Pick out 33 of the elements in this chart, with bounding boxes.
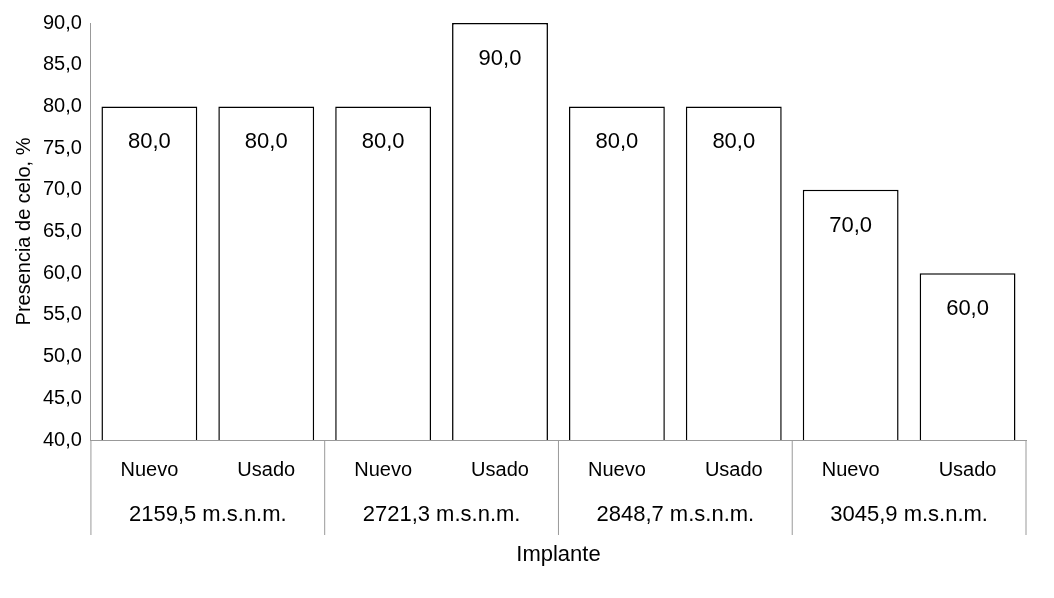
data-label: 60,0 [946, 295, 989, 321]
y-tick-label: 80,0 [42, 93, 82, 116]
x-tick-label: Usado [704, 457, 763, 480]
y-tick-label: 60,0 [42, 260, 82, 283]
x-axis-title: Implante [516, 541, 601, 567]
y-tick-label: 55,0 [42, 302, 82, 325]
y-tick-label: 75,0 [42, 135, 82, 158]
text: 2159,5 m.s.n.m. [128, 501, 287, 527]
text: 2848,7 m.s.n.m. [596, 501, 755, 527]
data-label: 80,0 [244, 128, 288, 154]
data-label: 80,0 [595, 128, 639, 154]
text: 2721,3 m.s.n.m. [362, 501, 521, 527]
x-tick-label: Nuevo [588, 457, 646, 480]
y-tick-label: 65,0 [42, 219, 82, 242]
y-tick-label: 50,0 [42, 344, 82, 367]
x-tick-label: Nuevo [120, 457, 179, 480]
x-tick-label: Usado [471, 457, 529, 480]
y-tick-label: 70,0 [42, 177, 82, 200]
text: 3045,9 m.s.n.m. [830, 501, 988, 527]
y-axis-title: Presencia de celo, % [11, 137, 34, 326]
y-tick-label: 90,0 [42, 10, 82, 33]
y-tick-label: 40,0 [42, 427, 82, 450]
y-tick-label: 85,0 [42, 52, 82, 75]
data-label: 80,0 [712, 128, 756, 154]
x-tick-label: Nuevo [821, 457, 880, 480]
data-label: 80,0 [127, 128, 171, 154]
x-tick-label: Usado [938, 457, 997, 480]
data-label: 70,0 [829, 211, 873, 237]
x-tick-label: Nuevo [354, 457, 413, 480]
y-tick-label: 45,0 [42, 385, 82, 408]
data-label: 80,0 [361, 128, 405, 154]
data-label: 90,0 [478, 45, 522, 71]
x-tick-label: Usado [237, 457, 296, 480]
